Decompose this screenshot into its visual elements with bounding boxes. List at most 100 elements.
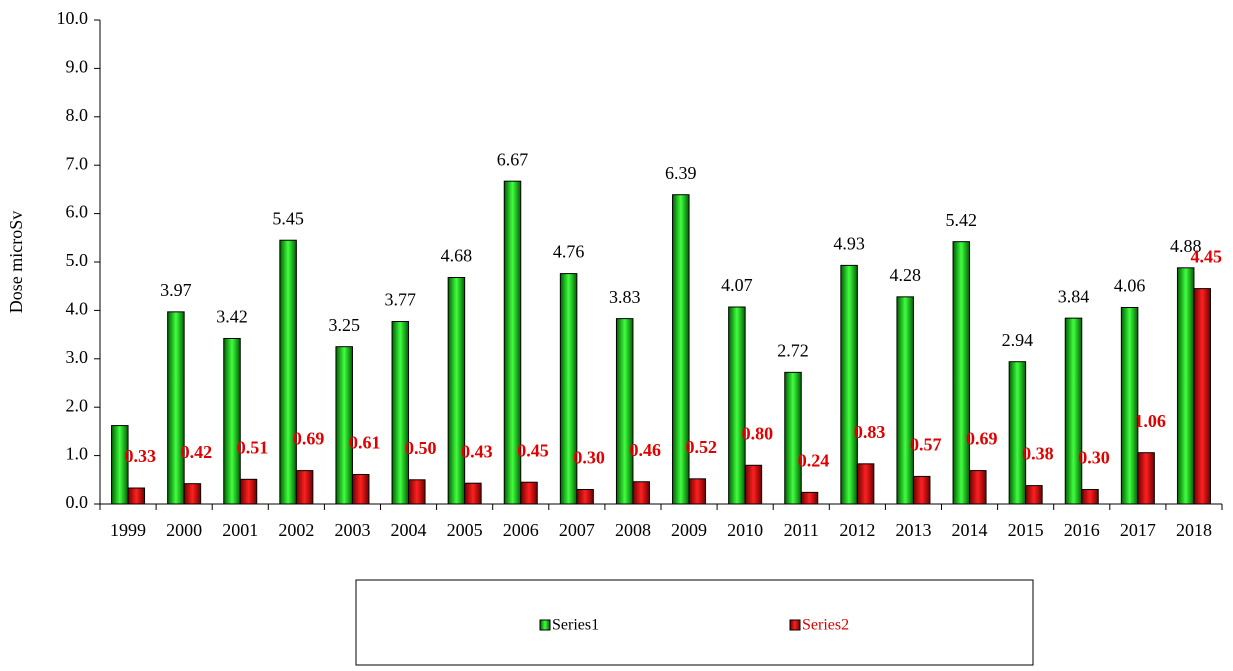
bar	[576, 488, 594, 505]
bar	[688, 478, 707, 505]
data-label: 0.50	[405, 438, 437, 458]
bar	[351, 473, 370, 505]
y-axis-title: Dose microSv	[6, 211, 26, 314]
data-label: 5.45	[272, 208, 304, 228]
bar	[969, 470, 987, 505]
x-tick-label: 2002	[278, 520, 314, 540]
data-label: 3.84	[1058, 286, 1090, 306]
x-tick-label: 2003	[334, 520, 370, 540]
data-label: 0.30	[1078, 448, 1110, 468]
bar	[728, 306, 746, 505]
x-tick-label: 2014	[952, 520, 988, 540]
data-label: 0.51	[237, 437, 269, 457]
y-tick-label: 1.0	[66, 444, 89, 464]
bar	[503, 180, 522, 505]
data-label: 4.28	[889, 265, 921, 285]
y-tick-label: 0.0	[66, 492, 89, 512]
data-label: 3.97	[160, 280, 192, 300]
x-tick-label: 2000	[166, 520, 202, 540]
data-label: 0.38	[1022, 444, 1054, 464]
data-label: 6.67	[497, 149, 529, 169]
x-tick-label: 2013	[895, 520, 931, 540]
y-tick-label: 9.0	[66, 57, 89, 77]
x-tick-label: 2017	[1120, 520, 1156, 540]
bar	[295, 470, 314, 505]
bar	[1025, 485, 1043, 505]
data-label: 6.39	[665, 163, 697, 183]
bar	[744, 464, 763, 505]
data-label: 3.83	[609, 287, 641, 307]
bar	[1081, 488, 1099, 505]
x-tick-label: 2015	[1008, 520, 1044, 540]
data-label: 2.72	[777, 340, 809, 360]
data-label: 4.68	[441, 246, 473, 266]
bar	[952, 241, 971, 505]
data-label: 1.06	[1134, 411, 1166, 431]
data-label: 4.93	[833, 234, 865, 254]
data-label: 4.07	[721, 275, 753, 295]
y-tick-label: 10.0	[57, 8, 89, 28]
bar	[335, 346, 353, 505]
data-label: 3.77	[385, 290, 417, 310]
x-tick-label: 2016	[1064, 520, 1100, 540]
bar	[183, 483, 202, 505]
legend-swatch	[539, 619, 551, 631]
bar	[672, 194, 690, 505]
data-label: 0.57	[910, 435, 942, 455]
data-label: 0.45	[517, 440, 549, 460]
x-tick-label: 2012	[839, 520, 875, 540]
data-label: 3.42	[216, 307, 248, 327]
x-tick-label: 2010	[727, 520, 763, 540]
x-tick-label: 2008	[615, 520, 651, 540]
legend-swatch	[789, 619, 801, 631]
x-tick-label: 2006	[503, 520, 539, 540]
bar	[223, 337, 241, 505]
x-tick-label: 2009	[671, 520, 707, 540]
data-label: 0.42	[181, 442, 213, 462]
data-label: 0.52	[686, 437, 718, 457]
bar	[1064, 317, 1083, 505]
data-label: 0.69	[293, 429, 325, 449]
bar	[559, 273, 578, 505]
data-label: 5.42	[946, 210, 978, 230]
data-label: 0.69	[966, 429, 998, 449]
data-label: 0.43	[461, 441, 493, 461]
bar	[632, 481, 650, 505]
x-tick-label: 2004	[391, 520, 427, 540]
bar	[167, 311, 185, 505]
data-label: 0.80	[742, 423, 774, 443]
data-label: 0.83	[854, 422, 886, 442]
bar	[856, 463, 875, 505]
bar	[111, 425, 129, 505]
bar	[520, 481, 538, 505]
data-label: 4.45	[1190, 247, 1222, 267]
bar	[784, 371, 802, 505]
data-label: 2.94	[1002, 330, 1034, 350]
y-tick-label: 7.0	[66, 153, 89, 173]
x-tick-label: 2018	[1176, 520, 1212, 540]
y-tick-label: 4.0	[66, 299, 89, 319]
data-label: 0.33	[125, 446, 157, 466]
y-tick-label: 2.0	[66, 395, 89, 415]
bar	[1120, 306, 1139, 505]
legend-box	[355, 579, 1034, 666]
bar	[912, 475, 931, 505]
y-tick-label: 8.0	[66, 105, 89, 125]
bar	[800, 491, 819, 505]
data-label: 3.25	[328, 315, 360, 335]
legend-label: Series1	[552, 617, 599, 634]
data-label: 4.76	[553, 242, 585, 262]
x-tick-label: 2007	[559, 520, 595, 540]
bar	[896, 296, 914, 505]
x-tick-label: 2011	[784, 520, 819, 540]
y-tick-label: 5.0	[66, 250, 89, 270]
legend-label: Series2	[802, 617, 849, 634]
bar	[840, 264, 858, 505]
bar	[1193, 288, 1211, 505]
data-label: 0.46	[629, 440, 661, 460]
data-label: 0.24	[798, 451, 830, 471]
data-label: 4.06	[1114, 276, 1146, 296]
bar	[408, 479, 426, 505]
